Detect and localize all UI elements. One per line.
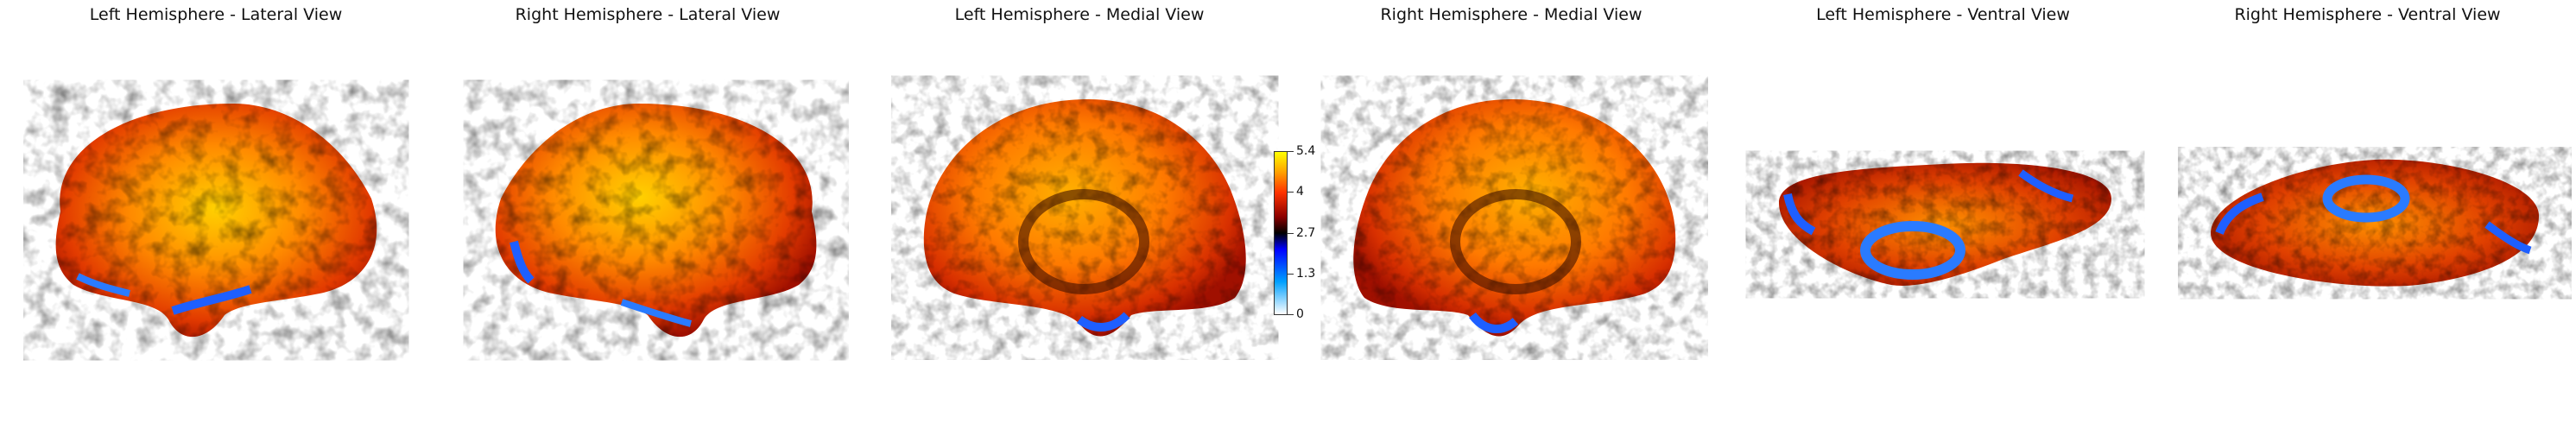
panel-title: Left Hemisphere - Lateral View <box>89 5 343 24</box>
panel-title: Left Hemisphere - Ventral View <box>1816 5 2070 24</box>
panel-left-ventral: Left Hemisphere - Ventral View <box>1727 0 2159 442</box>
colorbar-tick-label: 1.3 <box>1296 267 1316 281</box>
brain-left-medial-image <box>923 99 1246 337</box>
panel-title: Right Hemisphere - Lateral View <box>515 5 781 24</box>
colorbar-tick <box>1288 233 1294 234</box>
colorbar-tick-label: 4 <box>1296 185 1304 199</box>
panel-left-lateral: Left Hemisphere - Lateral View <box>0 0 432 442</box>
panel-right-medial: Right Hemisphere - Medial View <box>1295 0 1727 442</box>
panel-title: Right Hemisphere - Ventral View <box>2234 5 2501 24</box>
brain-right-medial-image <box>1353 99 1676 337</box>
colorbar-tick-label: 2.7 <box>1296 226 1316 240</box>
colorbar <box>1274 151 1288 315</box>
colorbar-tick <box>1288 151 1294 152</box>
colorbar-tick <box>1288 314 1294 315</box>
brain-left-ventral-image <box>1779 162 2111 286</box>
panel-title: Right Hemisphere - Medial View <box>1380 5 1642 24</box>
colorbar-tick-label: 0 <box>1296 307 1304 321</box>
brain-right-lateral-image <box>495 104 817 338</box>
colorbar-tick <box>1288 274 1294 275</box>
panel-right-lateral: Right Hemisphere - Lateral View <box>432 0 864 442</box>
panel-left-medial: Left Hemisphere - Medial View <box>864 0 1295 442</box>
colorbar-tick <box>1288 192 1294 193</box>
panel-title: Left Hemisphere - Medial View <box>954 5 1205 24</box>
brain-right-ventral-image <box>2211 159 2539 287</box>
panel-right-ventral: Right Hemisphere - Ventral View <box>2159 0 2576 442</box>
brain-left-lateral-image <box>55 104 377 338</box>
colorbar-tick-label: 5.4 <box>1296 144 1316 158</box>
